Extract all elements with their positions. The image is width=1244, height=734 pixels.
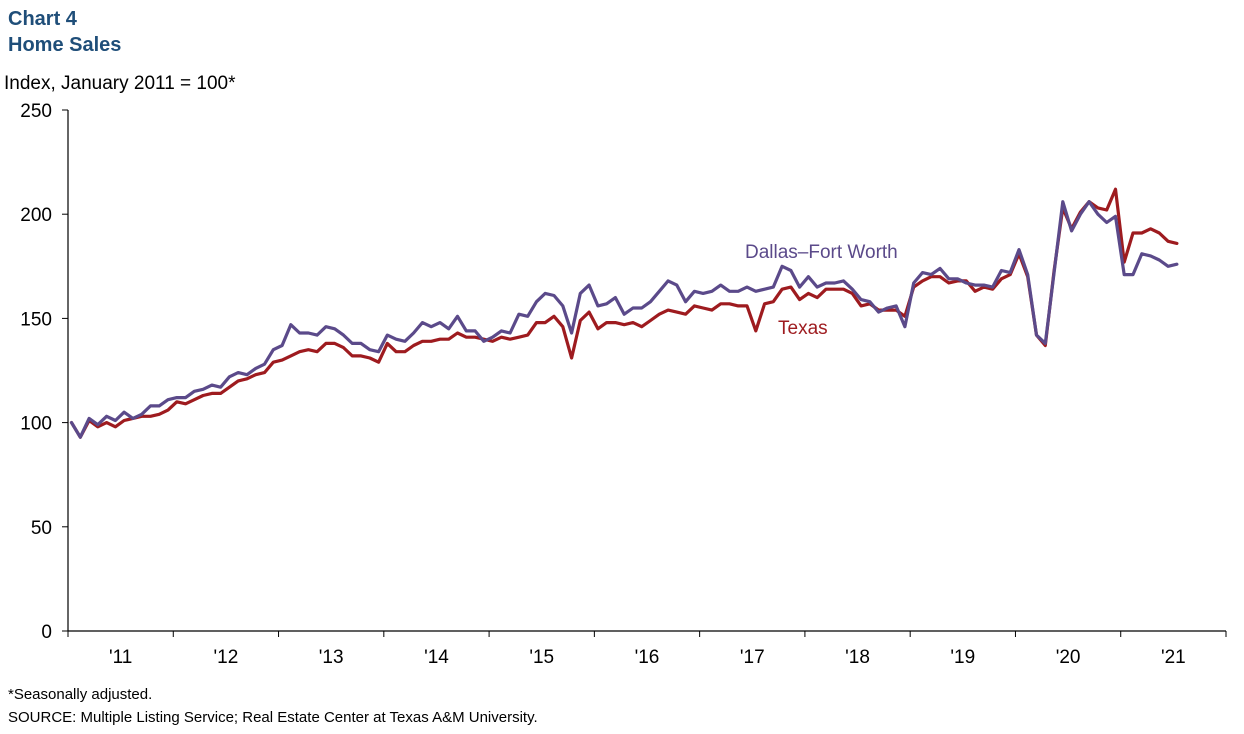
x-tick-label: '18 [845,647,870,668]
y-tick-label: 150 [20,309,52,330]
chart-title: Home Sales [8,34,122,56]
chart-number: Chart 4 [8,8,77,30]
x-tick-label: '11 [109,647,132,668]
y-ticks: 0 50 100 150 200 250 [20,101,68,643]
y-tick-label: 50 [31,518,52,539]
y-axis-label: Index, January 2011 = 100* [4,73,236,94]
y-tick-label: 0 [41,622,52,643]
source-note: SOURCE: Multiple Listing Service; Real E… [8,709,538,726]
series-label-dallas-fort-worth: Dallas–Fort Worth [745,242,898,263]
series-line-dallas-fort-worth [69,200,1179,439]
chart-title-block: Chart 4 Home Sales [8,6,121,58]
x-tick-label: '13 [319,647,344,668]
series-labels: Dallas–Fort Worth Texas [745,242,898,339]
x-ticks: '11 '12 '13 '14 '15 '16 '17 '18 '19 '20 '21 [67,631,1227,668]
y-tick-label: 250 [20,101,52,122]
x-tick-label: '16 [635,647,660,668]
x-tick-label: '21 [1161,647,1186,668]
x-tick-label: '12 [214,647,239,668]
x-tick-label: '15 [529,647,554,668]
x-tick-label: '14 [424,647,449,668]
x-tick-label: '17 [740,647,765,668]
series-label-texas: Texas [778,318,828,339]
series-group [69,187,1179,439]
axes [67,110,1226,632]
x-tick-label: '20 [1056,647,1081,668]
y-tick-label: 200 [20,205,52,226]
series-line-texas [69,187,1179,439]
footnote: *Seasonally adjusted. [8,686,153,703]
y-tick-label: 100 [20,414,52,435]
x-tick-label: '19 [950,647,975,668]
